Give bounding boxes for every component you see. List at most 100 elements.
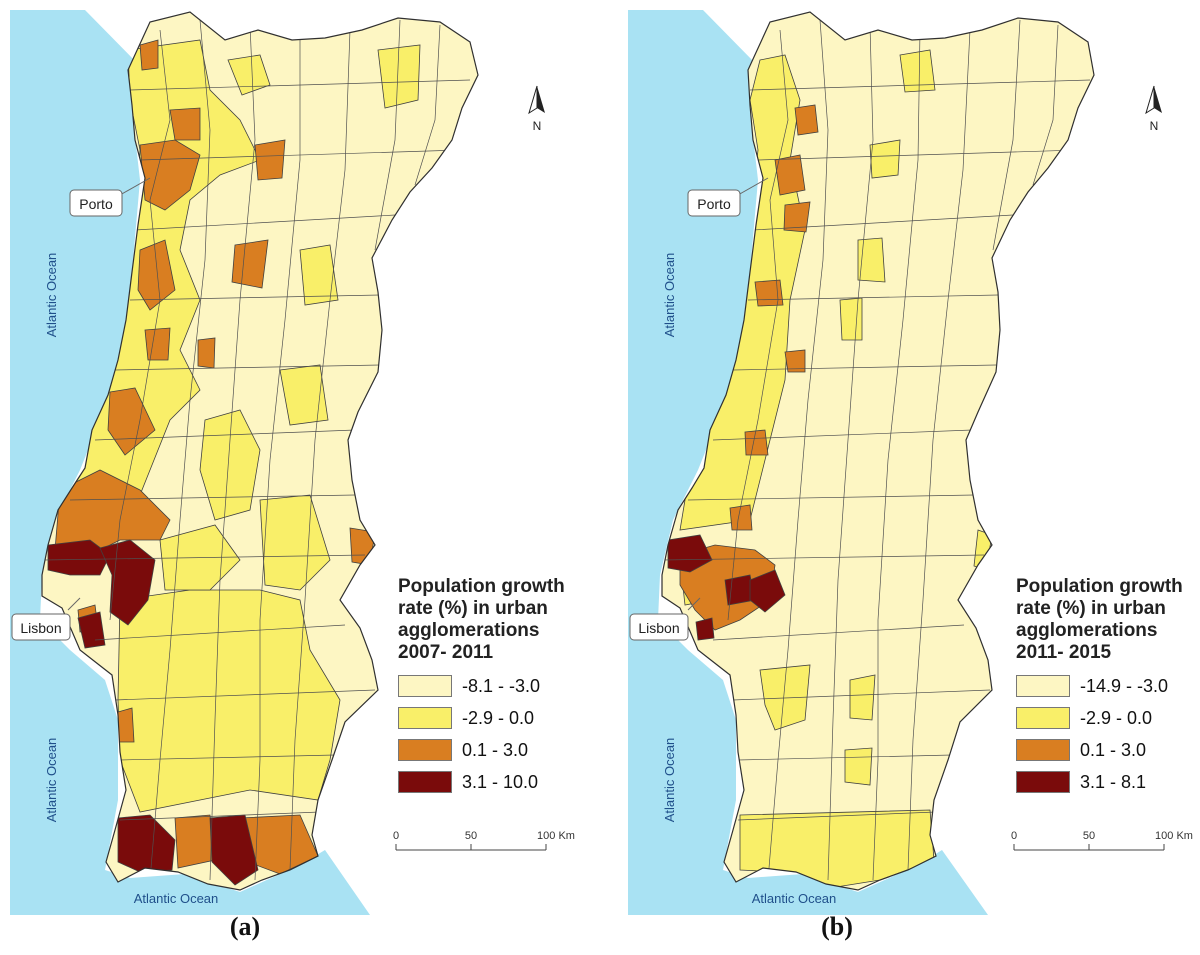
lisbon-label: Lisbon: [20, 620, 61, 636]
legend-title: Population growth rate (%) in urban aggl…: [398, 576, 598, 664]
region: [744, 429, 769, 456]
region: [169, 107, 201, 141]
legend-swatch: [398, 771, 452, 793]
legend-label: 0.1 - 3.0: [1080, 739, 1147, 760]
region-polygons: [47, 39, 421, 886]
scale-tick-100: 100 Km: [537, 830, 575, 842]
region: [857, 237, 886, 283]
region: [197, 337, 216, 369]
north-label: N: [1150, 119, 1159, 133]
legend-item: 0.1 - 3.0: [1016, 735, 1200, 765]
legend-label: -2.9 - 0.0: [1080, 707, 1153, 728]
map-b-svg: Atlantic Ocean Atlantic Ocean Atlantic O…: [628, 10, 1193, 915]
ocean-area: [628, 10, 988, 915]
legend-title-line: Population growth: [398, 576, 565, 597]
ocean-label-bottom: Atlantic Ocean: [134, 891, 219, 906]
municipal-borders: [662, 19, 1091, 881]
legend-title-line: 2011- 2015: [1016, 642, 1112, 663]
legend-item: -2.9 - 0.0: [1016, 703, 1200, 733]
scale-tick-50: 50: [465, 830, 477, 842]
legend-label: -2.9 - 0.0: [462, 707, 535, 728]
lisbon-callout: Lisbon: [11, 597, 81, 641]
scale-tick-100: 100 Km: [1155, 830, 1193, 842]
ocean-label-north: Atlantic Ocean: [662, 253, 677, 338]
scale-tick-50: 50: [1083, 830, 1095, 842]
north-label: N: [533, 119, 542, 133]
region: [144, 327, 171, 361]
legend-swatch: [398, 707, 452, 729]
region: [349, 527, 376, 566]
legend-label: -8.1 - -3.0: [462, 675, 541, 696]
scale-tick-0: 0: [1011, 830, 1017, 842]
legend-title-line: agglomerations: [398, 620, 540, 641]
legend-swatch: [1016, 675, 1070, 697]
scale-bar: 0 50 100 Km: [1011, 830, 1193, 851]
municipal-borders: [44, 19, 471, 881]
region: [231, 239, 269, 289]
region: [739, 809, 935, 889]
legend-swatch: [1016, 739, 1070, 761]
region: [759, 664, 811, 731]
legend-title-line: agglomerations: [1016, 620, 1158, 641]
ocean-label-south: Atlantic Ocean: [662, 738, 677, 823]
lisbon-label: Lisbon: [638, 620, 679, 636]
legend-swatch: [398, 675, 452, 697]
panel-sublabel: (a): [229, 912, 261, 941]
region: [784, 349, 806, 373]
region: [849, 674, 876, 721]
region: [749, 569, 786, 613]
region: [227, 54, 271, 96]
legend-swatch: [398, 739, 452, 761]
region: [667, 534, 713, 573]
legend-item: -2.9 - 0.0: [398, 703, 598, 733]
country-outline: [661, 11, 1095, 891]
region: [839, 297, 863, 341]
legend-label: 3.1 - 8.1: [1080, 771, 1147, 792]
legend-item: 0.1 - 3.0: [398, 735, 598, 765]
legend-title: Population growth rate (%) in urban aggl…: [1016, 576, 1200, 664]
legend-item: 3.1 - 8.1: [1016, 767, 1200, 797]
region: [695, 617, 715, 641]
scale-bar: 0 50 100 Km: [393, 830, 575, 851]
region: [729, 504, 753, 531]
legend-swatch: [1016, 771, 1070, 793]
legend-item: 3.1 - 10.0: [398, 767, 598, 797]
region: [299, 244, 339, 306]
scale-tick-0: 0: [393, 830, 399, 842]
legend-item: -14.9 - -3.0: [1016, 671, 1200, 701]
legend-a: Population growth rate (%) in urban aggl…: [398, 576, 598, 797]
legend-swatch: [1016, 707, 1070, 729]
region: [774, 154, 806, 196]
region: [794, 104, 819, 136]
legend-label: -14.9 - -3.0: [1080, 675, 1169, 696]
legend-title-line: Population growth: [1016, 576, 1183, 597]
ocean-area: [10, 10, 370, 915]
porto-callout: Porto: [69, 177, 151, 217]
region: [174, 814, 216, 869]
region: [137, 239, 176, 311]
region: [254, 139, 286, 181]
legend-b: Population growth rate (%) in urban aggl…: [1016, 576, 1200, 797]
region: [783, 201, 811, 233]
region: [47, 539, 111, 576]
region: [117, 814, 176, 873]
ocean-label-bottom: Atlantic Ocean: [752, 891, 837, 906]
legend-label: 0.1 - 3.0: [462, 739, 529, 760]
region: [77, 611, 106, 649]
region: [844, 747, 873, 786]
region: [199, 409, 261, 521]
region: [139, 39, 159, 71]
north-arrow-icon: N: [1145, 85, 1162, 133]
legend-label: 3.1 - 10.0: [462, 771, 539, 792]
region: [117, 707, 135, 743]
map-a-svg: Atlantic Ocean Atlantic Ocean Atlantic O…: [10, 10, 575, 915]
map-panel-a: Atlantic Ocean Atlantic Ocean Atlantic O…: [10, 10, 598, 941]
country-outline: [41, 11, 479, 891]
porto-callout: Porto: [687, 177, 769, 217]
region: [99, 539, 156, 626]
porto-label: Porto: [697, 196, 731, 212]
region: [754, 279, 784, 307]
legend-title-line: rate (%) in urban: [1016, 598, 1166, 619]
region: [377, 44, 421, 109]
legend-title-line: 2007- 2011: [398, 642, 494, 663]
